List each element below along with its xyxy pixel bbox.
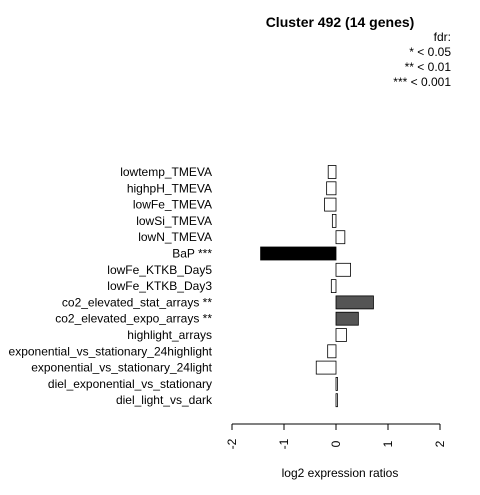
category-label: exponential_vs_stationary_24highlight <box>9 344 213 358</box>
category-label: diel_light_vs_dark <box>116 393 213 407</box>
category-label: highpH_TMEVA <box>127 181 212 195</box>
x-axis: -2 -1 0 1 2 <box>225 423 447 449</box>
category-label: diel_exponential_vs_stationary <box>48 377 212 391</box>
bar <box>335 295 374 310</box>
legend-line: ** < 0.01 <box>405 60 452 74</box>
category-label: lowSi_TMEVA <box>136 214 212 228</box>
legend-line: fdr: <box>434 30 451 44</box>
x-tick-label: 0 <box>329 440 343 447</box>
bar <box>335 376 338 391</box>
bar <box>335 311 359 326</box>
bar <box>335 230 346 245</box>
category-label: lowFe_KTKB_Day5 <box>107 263 212 277</box>
category-label: lowtemp_TMEVA <box>120 165 212 179</box>
bar <box>327 165 337 179</box>
x-tick-label: -2 <box>225 438 239 449</box>
legend-line: * < 0.05 <box>409 45 451 59</box>
legend-line: *** < 0.001 <box>393 75 451 89</box>
category-label: lowN_TMEVA <box>138 230 212 244</box>
category-label: co2_elevated_expo_arrays ** <box>55 312 212 326</box>
bar <box>324 197 337 212</box>
bar <box>335 328 347 342</box>
category-label: BaP *** <box>172 247 212 261</box>
category-label: lowFe_TMEVA <box>133 198 212 212</box>
x-axis-label: log2 expression ratios <box>282 466 399 480</box>
bar <box>331 213 337 228</box>
x-tick-label: 1 <box>381 440 395 447</box>
bar <box>335 262 351 277</box>
category-label: highlight_arrays <box>127 328 212 342</box>
x-tick-label: -1 <box>277 438 291 449</box>
category-labels: lowtemp_TMEVA highpH_TMEVA lowFe_TMEVA lowS… <box>9 165 213 407</box>
category-label: co2_elevated_stat_arrays ** <box>62 295 212 309</box>
category-label: lowFe_KTKB_Day3 <box>107 279 212 293</box>
bar <box>335 393 338 408</box>
bar <box>326 181 337 196</box>
bar <box>315 360 337 375</box>
legend: fdr:* < 0.05** < 0.01*** < 0.001 <box>393 30 451 89</box>
x-tick-label: 2 <box>433 440 447 447</box>
bars <box>260 165 374 408</box>
chart-title: Cluster 492 (14 genes) <box>266 14 415 30</box>
category-label: exponential_vs_stationary_24light <box>31 361 212 375</box>
bar <box>330 279 337 294</box>
bar <box>327 344 337 359</box>
bar <box>260 246 337 261</box>
